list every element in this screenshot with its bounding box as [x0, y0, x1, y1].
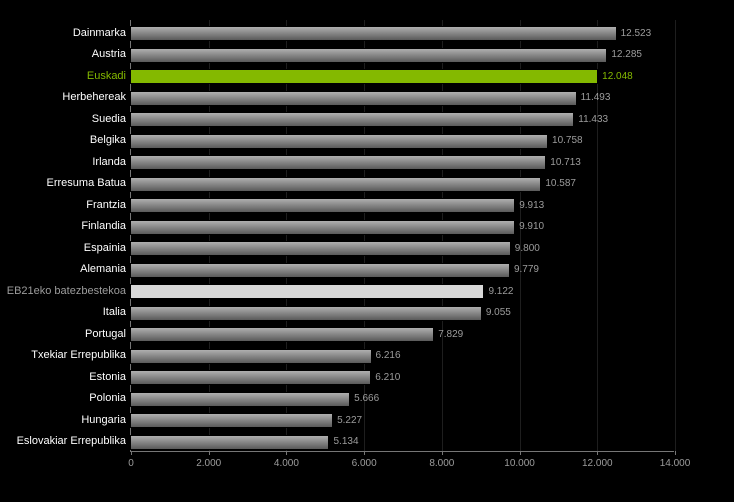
bar	[130, 284, 484, 299]
category-label: Finlandia	[81, 220, 126, 232]
category-label: Erresuma Batua	[47, 177, 126, 189]
value-label: 6.210	[375, 372, 400, 383]
category-label: Dainmarka	[73, 27, 126, 39]
value-label: 9.910	[519, 221, 544, 232]
bar-chart: 02.0004.0006.0008.00010.00012.00014.000 …	[0, 0, 734, 502]
grid-line	[597, 20, 598, 451]
value-label: 11.493	[581, 92, 611, 103]
value-label: 7.829	[438, 329, 463, 340]
x-tick-label: 6.000	[352, 458, 377, 469]
category-label: Austria	[92, 48, 126, 60]
category-label: Txekiar Errepublika	[31, 349, 126, 361]
category-label: Eslovakiar Errepublika	[17, 435, 126, 447]
value-label: 5.227	[337, 415, 362, 426]
bar	[130, 134, 548, 149]
x-tick-label: 2.000	[196, 458, 221, 469]
value-label: 9.779	[514, 264, 539, 275]
x-tick-mark	[364, 451, 365, 455]
bar	[130, 370, 371, 385]
grid-line	[286, 20, 287, 451]
plot-area: 02.0004.0006.0008.00010.00012.00014.000	[130, 20, 674, 452]
value-label: 10.587	[545, 178, 576, 189]
bar	[130, 306, 482, 321]
x-tick-mark	[520, 451, 521, 455]
bar	[130, 177, 541, 192]
x-tick-mark	[442, 451, 443, 455]
category-label: Estonia	[89, 371, 126, 383]
category-label: Portugal	[85, 328, 126, 340]
value-label: 6.216	[376, 350, 401, 361]
x-tick-mark	[209, 451, 210, 455]
bar	[130, 48, 607, 63]
value-label: 9.800	[515, 243, 540, 254]
x-tick-label: 10.000	[504, 458, 535, 469]
value-label: 12.285	[611, 49, 642, 60]
grid-line	[442, 20, 443, 451]
x-tick-mark	[597, 451, 598, 455]
x-tick-label: 4.000	[274, 458, 299, 469]
x-tick-mark	[286, 451, 287, 455]
value-label: 11.433	[578, 114, 608, 125]
bar	[130, 241, 511, 256]
value-label: 5.134	[333, 436, 358, 447]
category-label: Suedia	[92, 113, 126, 125]
category-label: Alemania	[80, 263, 126, 275]
category-label: Frantzia	[86, 199, 126, 211]
x-tick-label: 14.000	[660, 458, 691, 469]
bar	[130, 435, 329, 450]
category-label: Belgika	[90, 134, 126, 146]
x-tick-label: 12.000	[582, 458, 613, 469]
value-label: 9.055	[486, 307, 511, 318]
bar	[130, 263, 510, 278]
category-label: Irlanda	[92, 156, 126, 168]
category-label: EB21eko batezbestekoa	[7, 285, 126, 297]
bar	[130, 112, 574, 127]
category-label: Espainia	[84, 242, 126, 254]
bar	[130, 155, 546, 170]
bar	[130, 220, 515, 235]
bar	[130, 413, 333, 428]
bar	[130, 91, 577, 106]
value-label: 10.713	[550, 157, 581, 168]
bar	[130, 327, 434, 342]
category-label: Herbehereak	[62, 91, 126, 103]
value-label: 12.523	[621, 28, 652, 39]
bar	[130, 198, 515, 213]
grid-line	[364, 20, 365, 451]
bar	[130, 349, 372, 364]
grid-line	[520, 20, 521, 451]
value-label: 9.122	[488, 286, 513, 297]
x-tick-label: 8.000	[429, 458, 454, 469]
category-label: Hungaria	[81, 414, 126, 426]
value-label: 10.758	[552, 135, 583, 146]
bar	[130, 392, 350, 407]
bar	[130, 26, 617, 41]
category-label: Italia	[103, 306, 126, 318]
value-label: 5.666	[354, 393, 379, 404]
grid-line	[675, 20, 676, 451]
value-label: 12.048	[602, 71, 633, 82]
category-label: Euskadi	[87, 70, 126, 82]
bar	[130, 69, 598, 84]
category-label: Polonia	[89, 392, 126, 404]
x-tick-mark	[131, 451, 132, 455]
value-label: 9.913	[519, 200, 544, 211]
x-tick-mark	[675, 451, 676, 455]
grid-line	[209, 20, 210, 451]
x-tick-label: 0	[128, 458, 134, 469]
